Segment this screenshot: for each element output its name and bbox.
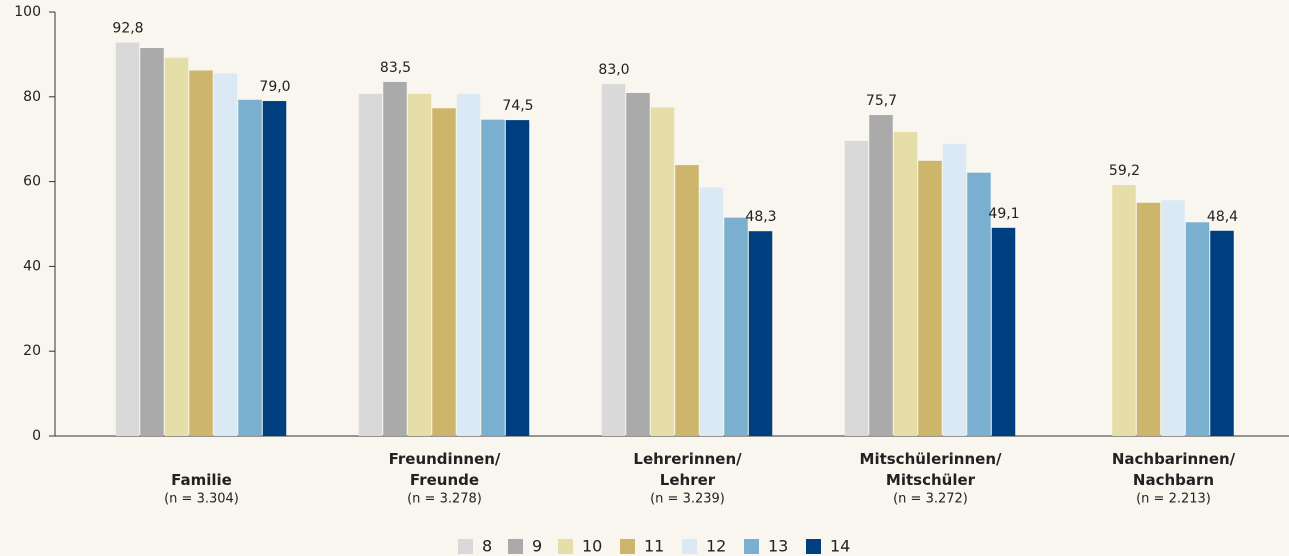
x-tick-line: Freundinnen/ — [389, 450, 501, 468]
bar — [213, 73, 238, 436]
y-tick-label: 80 — [23, 89, 41, 105]
x-tick-line: Familie — [171, 471, 232, 489]
bar — [164, 57, 189, 437]
bar — [189, 70, 213, 437]
x-tick-note: (n = 3.239) — [650, 492, 725, 507]
bar — [1210, 230, 1234, 436]
bar — [481, 119, 505, 437]
x-tick-label: Mitschülerinnen/Mitschüler — [860, 450, 1002, 489]
x-tick-label: Lehrerinnen/Lehrer — [633, 450, 742, 489]
legend-label: 8 — [482, 537, 492, 556]
bar — [918, 160, 942, 436]
legend-label: 11 — [644, 537, 664, 556]
bar — [869, 115, 893, 437]
value-label: 83,0 — [598, 62, 629, 78]
bar — [967, 172, 991, 437]
y-tick-label: 100 — [14, 4, 41, 20]
bar — [407, 93, 432, 436]
bar — [115, 42, 140, 436]
value-label: 48,3 — [745, 209, 776, 225]
bar — [844, 140, 869, 436]
legend-label: 14 — [830, 537, 850, 556]
value-label: 48,4 — [1207, 209, 1238, 225]
bar — [748, 231, 773, 436]
value-label: 83,5 — [380, 60, 411, 76]
bar — [432, 108, 456, 437]
y-tick-label: 0 — [32, 428, 41, 444]
x-tick-line: Freunde — [410, 471, 479, 489]
y-tick-label: 20 — [23, 343, 41, 359]
value-label: 49,1 — [988, 206, 1019, 222]
x-tick-label: Freundinnen/Freunde — [389, 450, 501, 489]
legend-label: 13 — [768, 537, 788, 556]
x-tick-line: Nachbarinnen/ — [1112, 450, 1236, 468]
bar — [1112, 184, 1136, 436]
x-tick-note: (n = 3.278) — [407, 492, 482, 507]
bar — [699, 187, 724, 436]
legend-swatch — [806, 539, 821, 554]
x-tick-note: (n = 3.272) — [893, 492, 968, 507]
value-label: 92,8 — [112, 21, 143, 37]
value-label: 74,5 — [502, 98, 533, 114]
bar — [1136, 202, 1161, 436]
bar — [358, 93, 383, 436]
bar — [383, 81, 407, 437]
x-tick-note: (n = 3.304) — [164, 492, 239, 507]
legend-swatch — [558, 539, 573, 554]
bar — [675, 165, 699, 436]
bar — [1161, 200, 1185, 436]
x-tick-line: Mitschülerinnen/ — [860, 450, 1002, 468]
x-tick-line: Mitschüler — [886, 471, 976, 489]
bar — [456, 93, 481, 436]
value-label: 59,2 — [1109, 163, 1140, 179]
bar — [650, 107, 675, 437]
x-tick-line: Nachbarn — [1133, 471, 1214, 489]
x-tick-label: Nachbarinnen/Nachbarn — [1112, 450, 1236, 489]
legend-label: 9 — [532, 537, 542, 556]
legend-swatch — [620, 539, 635, 554]
bar — [724, 217, 748, 436]
legend-swatch — [744, 539, 759, 554]
y-tick-label: 40 — [23, 258, 41, 274]
legend-swatch — [682, 539, 697, 554]
bar — [626, 92, 650, 436]
bar — [942, 143, 967, 436]
legend-label: 10 — [582, 537, 602, 556]
y-tick-label: 60 — [23, 174, 41, 190]
legend-label: 12 — [706, 537, 726, 556]
bar — [893, 131, 918, 436]
bar — [991, 227, 1016, 436]
legend-swatch — [508, 539, 523, 554]
x-tick-note: (n = 2.213) — [1136, 492, 1211, 507]
bar — [140, 48, 164, 436]
bar — [262, 101, 287, 436]
value-label: 75,7 — [866, 93, 897, 109]
bar — [238, 99, 262, 436]
value-label: 79,0 — [259, 79, 290, 95]
legend-swatch — [458, 539, 473, 554]
bar — [1185, 222, 1210, 436]
x-tick-label: Familie — [171, 471, 232, 489]
bar — [601, 84, 626, 436]
x-tick-line: Lehrer — [660, 471, 716, 489]
bar — [505, 120, 530, 437]
x-tick-line: Lehrerinnen/ — [633, 450, 742, 468]
